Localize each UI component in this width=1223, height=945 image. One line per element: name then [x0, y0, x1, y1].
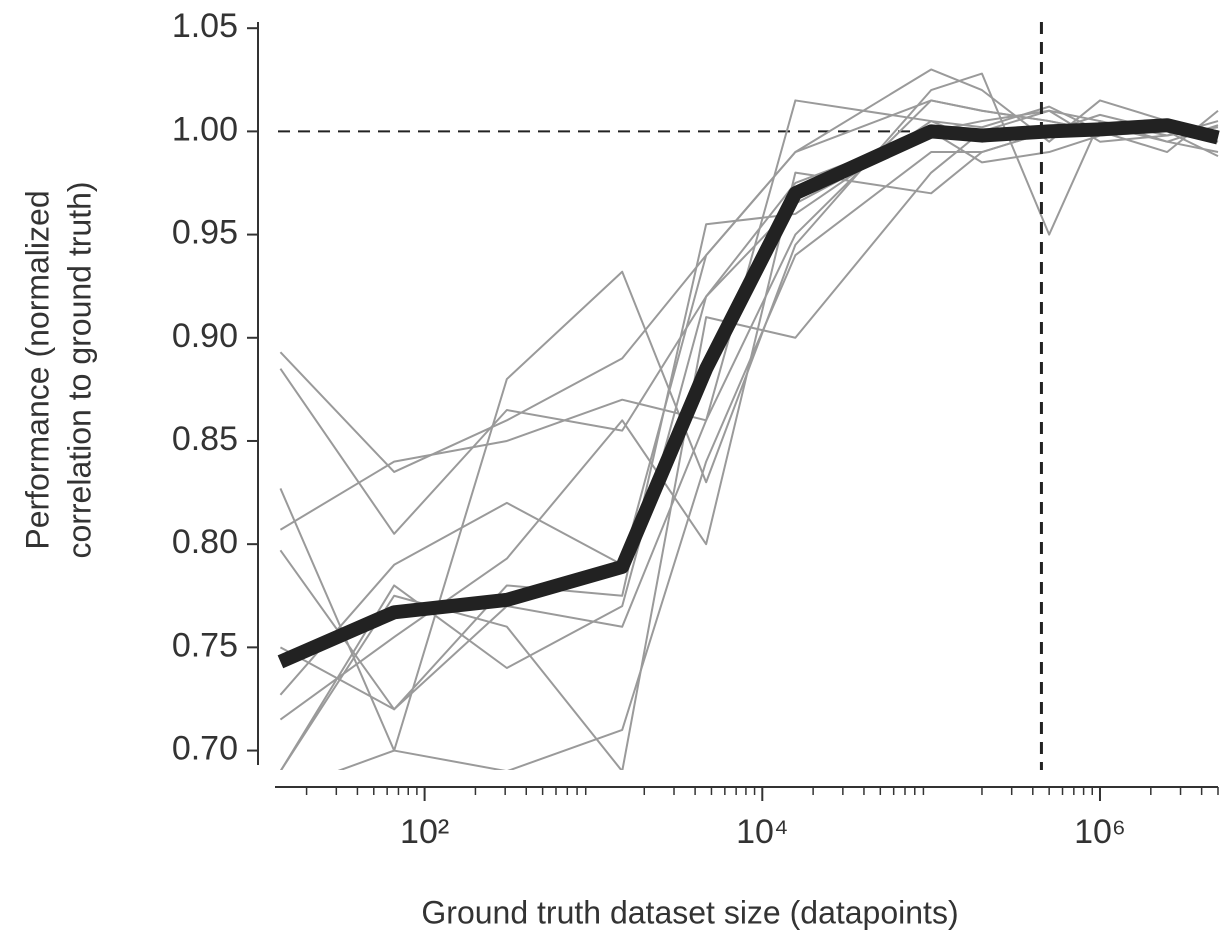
x-tick-label: 10² — [400, 813, 449, 851]
plot-area — [270, 22, 1220, 770]
run-line — [279, 124, 1219, 721]
y-tick-label: 1.00 — [172, 110, 238, 148]
y-tick-label: 0.95 — [172, 214, 238, 252]
x-axis-label: Ground truth dataset size (datapoints) — [421, 894, 958, 930]
y-axis-label-line: Performance (normalized — [19, 190, 55, 549]
y-axis-label-line: correlation to ground truth) — [61, 181, 97, 558]
run-line — [279, 130, 1219, 770]
run-line — [280, 109, 1219, 770]
y-tick-label: 0.70 — [172, 730, 238, 768]
run-line — [279, 72, 1219, 752]
y-axis-label: Performance (normalized correlation to g… — [19, 181, 97, 558]
run-line — [279, 109, 1219, 535]
y-tick-label: 0.80 — [172, 523, 238, 561]
x-tick-label: 10⁴ — [736, 813, 788, 851]
y-tick-label: 0.90 — [172, 317, 238, 355]
run-line — [279, 99, 1219, 531]
y-tick-label: 1.05 — [172, 7, 238, 45]
y-tick-label: 0.75 — [172, 626, 238, 664]
x-tick-label: 10⁶ — [1074, 813, 1126, 851]
y-tick-label: 0.85 — [172, 420, 238, 458]
mean-line — [277, 118, 1220, 669]
run-line — [279, 68, 1219, 696]
